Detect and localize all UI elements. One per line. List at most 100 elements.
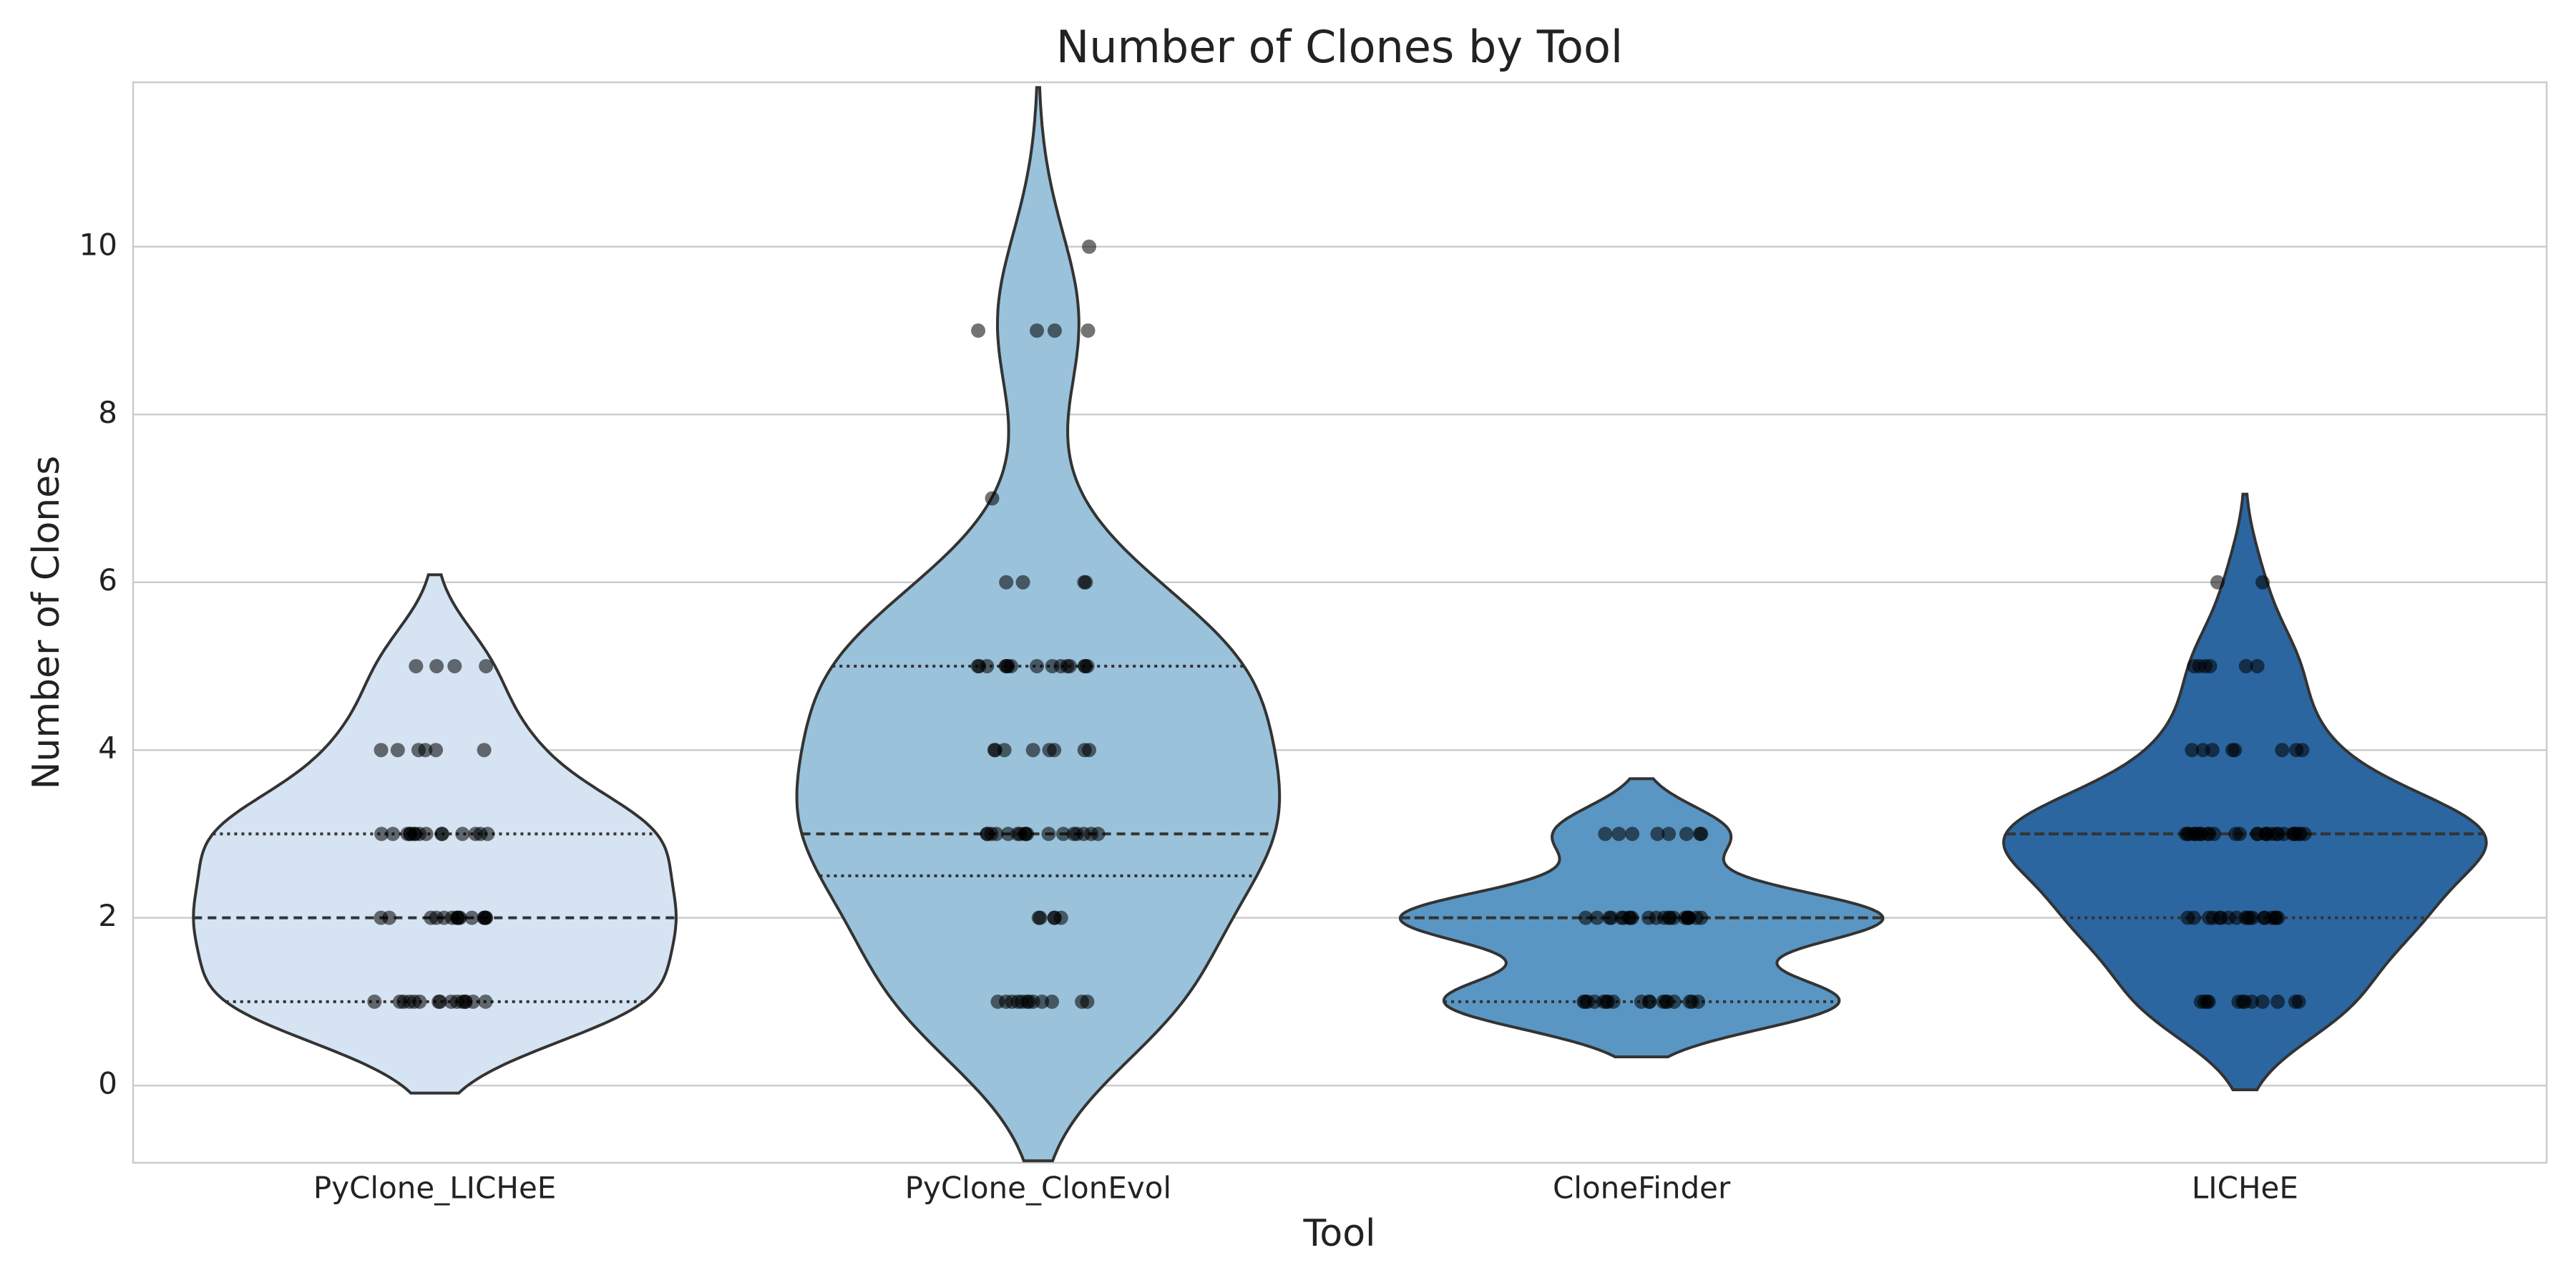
data-point: [2257, 910, 2272, 925]
data-point: [432, 994, 447, 1009]
data-point: [1025, 743, 1040, 758]
data-point: [2250, 658, 2265, 673]
data-point: [1082, 239, 1097, 254]
data-point: [1075, 994, 1090, 1009]
data-point: [390, 743, 405, 758]
data-point: [998, 994, 1013, 1009]
data-point: [382, 910, 397, 925]
data-point: [1634, 994, 1649, 1009]
data-point: [1650, 826, 1665, 841]
data-point: [2185, 743, 2200, 758]
data-point: [1679, 826, 1694, 841]
data-point: [2197, 658, 2212, 673]
data-point: [2197, 994, 2212, 1009]
data-point: [1080, 658, 1095, 673]
data-point: [2231, 994, 2246, 1009]
data-point: [2258, 826, 2273, 841]
data-point: [447, 658, 462, 673]
x-tick-label: PyClone_ClonEvol: [905, 1171, 1171, 1206]
data-point: [1684, 994, 1699, 1009]
data-point: [1042, 743, 1057, 758]
data-point: [1041, 826, 1056, 841]
data-point: [2270, 910, 2285, 925]
y-tick-label: 6: [98, 562, 117, 597]
data-point: [1662, 910, 1677, 925]
data-point: [1077, 743, 1092, 758]
data-point: [409, 658, 424, 673]
y-tick-label: 0: [98, 1066, 117, 1101]
data-point: [466, 994, 481, 1009]
data-point: [479, 658, 494, 673]
data-point: [374, 826, 389, 841]
data-point: [2270, 994, 2285, 1009]
data-point: [1091, 826, 1106, 841]
data-point: [367, 994, 382, 1009]
y-tick-label: 8: [98, 395, 117, 430]
data-point: [1055, 826, 1070, 841]
data-point: [412, 994, 427, 1009]
data-point: [2228, 826, 2243, 841]
data-point: [1080, 323, 1096, 338]
data-point: [1602, 910, 1617, 925]
data-point: [436, 910, 452, 925]
data-point: [1611, 826, 1626, 841]
x-tick-label: LICHeE: [2192, 1171, 2298, 1206]
data-point: [970, 658, 985, 673]
data-point: [1020, 826, 1035, 841]
data-point: [434, 826, 449, 841]
data-point: [1031, 910, 1046, 925]
x-tick-label: PyClone_LICHeE: [313, 1171, 556, 1206]
data-point: [1599, 994, 1614, 1009]
data-point: [2228, 743, 2243, 758]
data-point: [1078, 575, 1093, 590]
data-point: [400, 826, 415, 841]
data-point: [2243, 910, 2258, 925]
data-point: [2187, 658, 2202, 673]
y-axis-label: Number of Clones: [25, 456, 68, 790]
data-point: [980, 826, 995, 841]
data-point: [985, 491, 1000, 506]
data-point: [2210, 575, 2225, 590]
data-point: [477, 743, 492, 758]
y-tick-label: 4: [98, 731, 117, 766]
data-point: [2255, 575, 2270, 590]
data-point: [1579, 910, 1594, 925]
data-point: [987, 743, 1002, 758]
data-point: [1694, 826, 1709, 841]
data-point: [1053, 910, 1068, 925]
data-point: [1030, 658, 1045, 673]
data-point: [1015, 575, 1030, 590]
plot-frame: [132, 81, 2548, 1164]
y-tick-label: 10: [79, 227, 117, 262]
data-point: [1681, 910, 1696, 925]
data-point: [1662, 826, 1677, 841]
data-point: [2291, 994, 2306, 1009]
x-axis-label: Tool: [1302, 1212, 1375, 1255]
data-point: [1589, 910, 1604, 925]
data-point: [477, 910, 492, 925]
data-point: [2297, 826, 2312, 841]
data-point: [478, 994, 493, 1009]
data-point: [1660, 994, 1675, 1009]
data-point: [1025, 994, 1040, 1009]
data-point: [2229, 910, 2244, 925]
data-point: [1649, 910, 1664, 925]
data-point: [1625, 826, 1640, 841]
data-point: [2205, 910, 2220, 925]
data-point: [2255, 994, 2270, 1009]
data-point: [429, 743, 444, 758]
data-point: [2270, 826, 2285, 841]
data-point: [2186, 910, 2201, 925]
chart-title: Number of Clones by Tool: [1056, 21, 1623, 73]
data-point: [386, 826, 401, 841]
data-point: [999, 658, 1014, 673]
data-point: [1045, 994, 1060, 1009]
data-point: [1030, 323, 1045, 338]
violin-body: [2002, 492, 2488, 1091]
data-point: [1598, 826, 1613, 841]
data-point: [464, 910, 479, 925]
data-point: [2275, 743, 2290, 758]
y-tick-label: 2: [98, 898, 117, 933]
violin-body: [795, 86, 1282, 1163]
